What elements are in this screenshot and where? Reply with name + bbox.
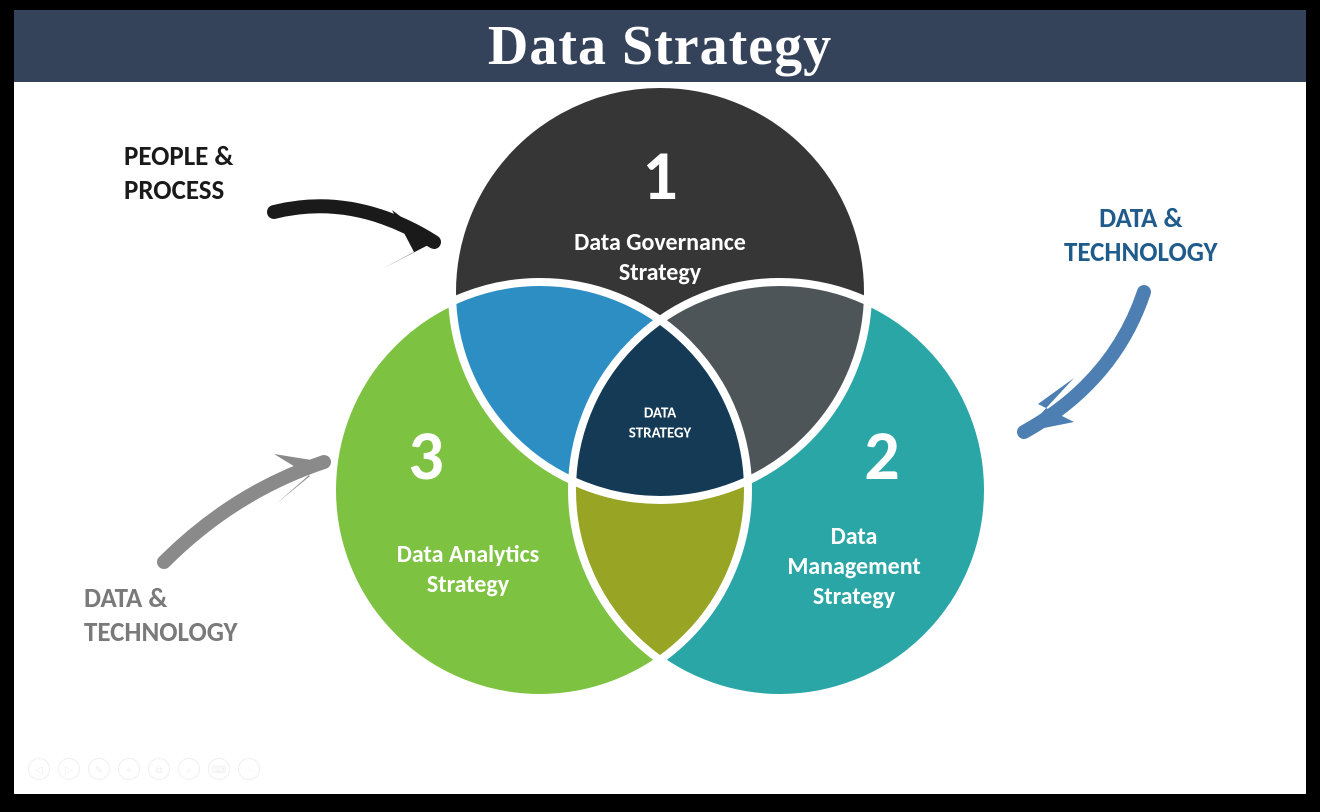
venn-label-governance: Data Governance [574,228,746,257]
toolbar-button-4[interactable]: ⧉ [148,758,170,780]
venn-center-label: DATA [644,405,677,423]
callout-line: TECHNOLOGY [1064,236,1218,269]
venn-number-governance: 1 [642,132,677,218]
venn-label-governance: Strategy [619,258,702,287]
toolbar-button-3[interactable]: ⌖ [118,758,140,780]
venn-center-label: STRATEGY [629,425,692,443]
title-band: Data Strategy [14,10,1306,82]
callout-data-tech-right: DATA & TECHNOLOGY [1064,202,1218,270]
slide: Data Strategy 1Data GovernanceStrategy2D… [14,10,1306,794]
venn-label-management: Management [787,552,920,581]
callout-data-tech-left: DATA & TECHNOLOGY [84,582,238,650]
toolbar-button-2[interactable]: ✎ [88,758,110,780]
callout-line: PEOPLE & [124,140,233,173]
callout-people-process: PEOPLE & PROCESS [124,140,233,208]
venn-label-management: Strategy [813,582,896,611]
toolbar-button-7[interactable]: ⋯ [238,758,260,780]
venn-label-management: Data [831,522,878,551]
slide-title: Data Strategy [488,14,832,78]
arrow-data-tech-right [1024,292,1144,432]
venn-number-management: 2 [864,412,899,498]
slide-frame: Data Strategy 1Data GovernanceStrategy2D… [0,0,1320,812]
callout-line: PROCESS [124,174,224,207]
venn-number-analytics: 3 [408,412,443,498]
presenter-toolbar: ◁ ▷ ✎ ⌖ ⧉ ⌕ ⌨ ⋯ [28,758,260,780]
callout-line: DATA & [1099,202,1182,235]
arrow-data-tech-left [164,454,324,562]
venn-diagram: 1Data GovernanceStrategy2DataManagementS… [14,82,1306,794]
toolbar-button-6[interactable]: ⌨ [208,758,230,780]
venn-label-analytics: Data Analytics [397,540,539,569]
toolbar-button-1[interactable]: ▷ [58,758,80,780]
toolbar-button-5[interactable]: ⌕ [178,758,200,780]
venn-label-analytics: Strategy [427,570,510,599]
arrow-people-process [274,206,434,270]
callout-line: TECHNOLOGY [84,616,238,649]
toolbar-button-0[interactable]: ◁ [28,758,50,780]
callout-line: DATA & [84,582,167,615]
